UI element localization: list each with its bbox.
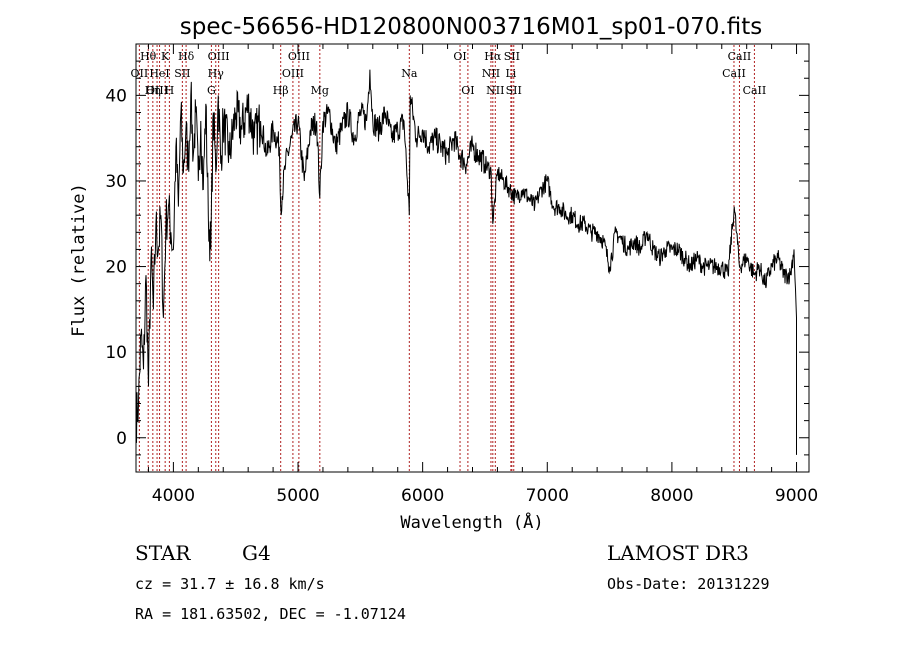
flux-series-line bbox=[135, 69, 797, 455]
spectral-line-label: OI bbox=[453, 50, 466, 63]
spectral-line-label: Hδ bbox=[178, 50, 195, 63]
spectral-line-label: NII bbox=[486, 84, 504, 97]
object-subclass: G4 bbox=[242, 541, 271, 565]
spectral-line-label: Hβ bbox=[273, 84, 289, 97]
obs-date-readout: Obs-Date: 20131229 bbox=[607, 575, 770, 593]
spectral-line-label: Hα bbox=[484, 50, 502, 63]
survey-name: LAMOST DR3 bbox=[607, 541, 749, 565]
spectral-line-label: SII bbox=[504, 50, 520, 63]
y-tick-label: 40 bbox=[105, 86, 127, 106]
y-tick-label: 0 bbox=[116, 429, 127, 449]
x-tick-label: 4000 bbox=[152, 486, 195, 506]
redshift-readout: cz = 31.7 ± 16.8 km/s bbox=[135, 575, 325, 593]
spectral-line-label: Li bbox=[505, 67, 516, 80]
spectral-line-label: CaII bbox=[743, 84, 767, 97]
spectral-line-label: K bbox=[161, 50, 170, 63]
spectral-line-label: Hθ bbox=[140, 50, 157, 63]
object-class: STAR bbox=[135, 541, 191, 565]
spectral-line-label: OII bbox=[131, 67, 149, 80]
x-axis-label: Wavelength (Å) bbox=[400, 511, 543, 533]
spectral-line-label: CaII bbox=[722, 67, 746, 80]
x-tick-label: 7000 bbox=[526, 486, 569, 506]
coordinates-readout: RA = 181.63502, DEC = -1.07124 bbox=[135, 605, 406, 623]
x-tick-label: 6000 bbox=[401, 486, 444, 506]
spectral-line-label: Na bbox=[401, 67, 418, 80]
y-tick-label: 20 bbox=[105, 258, 127, 278]
spectral-line-label: OIII bbox=[288, 50, 310, 63]
spectral-line-label: HeI bbox=[149, 67, 169, 80]
y-tick-label: 30 bbox=[105, 172, 127, 192]
spectral-line-label: OIII bbox=[282, 67, 304, 80]
spectral-line-label: SII bbox=[506, 84, 522, 97]
x-tick-label: 9000 bbox=[775, 486, 818, 506]
x-tick-label: 8000 bbox=[650, 486, 693, 506]
spectral-line-label: OI bbox=[461, 84, 474, 97]
spectral-line-label: OIII bbox=[146, 84, 168, 97]
y-tick-label: 10 bbox=[105, 343, 127, 363]
x-tick-labels: 4000 5000 6000 7000 8000 9000 bbox=[152, 486, 818, 506]
spectral-line-label: Hγ bbox=[208, 67, 225, 80]
spectral-line-label: SII bbox=[174, 67, 190, 80]
x-tick-label: 5000 bbox=[276, 486, 319, 506]
y-axis-label: Flux (relative) bbox=[69, 183, 89, 337]
spectral-line-label: Mg bbox=[311, 84, 329, 97]
axis-ticks bbox=[136, 43, 809, 473]
spectral-line-label: CaII bbox=[728, 50, 752, 63]
y-tick-labels: 0 10 20 30 40 bbox=[105, 86, 127, 448]
spectral-line-label: G bbox=[207, 84, 216, 97]
chart-title: spec-56656-HD120800N003716M01_sp01-070.f… bbox=[180, 14, 762, 40]
spectral-line-label: OIII bbox=[208, 50, 230, 63]
spectral-line-label: NII bbox=[482, 67, 500, 80]
spectral-line-label: H bbox=[165, 84, 175, 97]
spectral-line-label: Hη bbox=[145, 84, 161, 97]
